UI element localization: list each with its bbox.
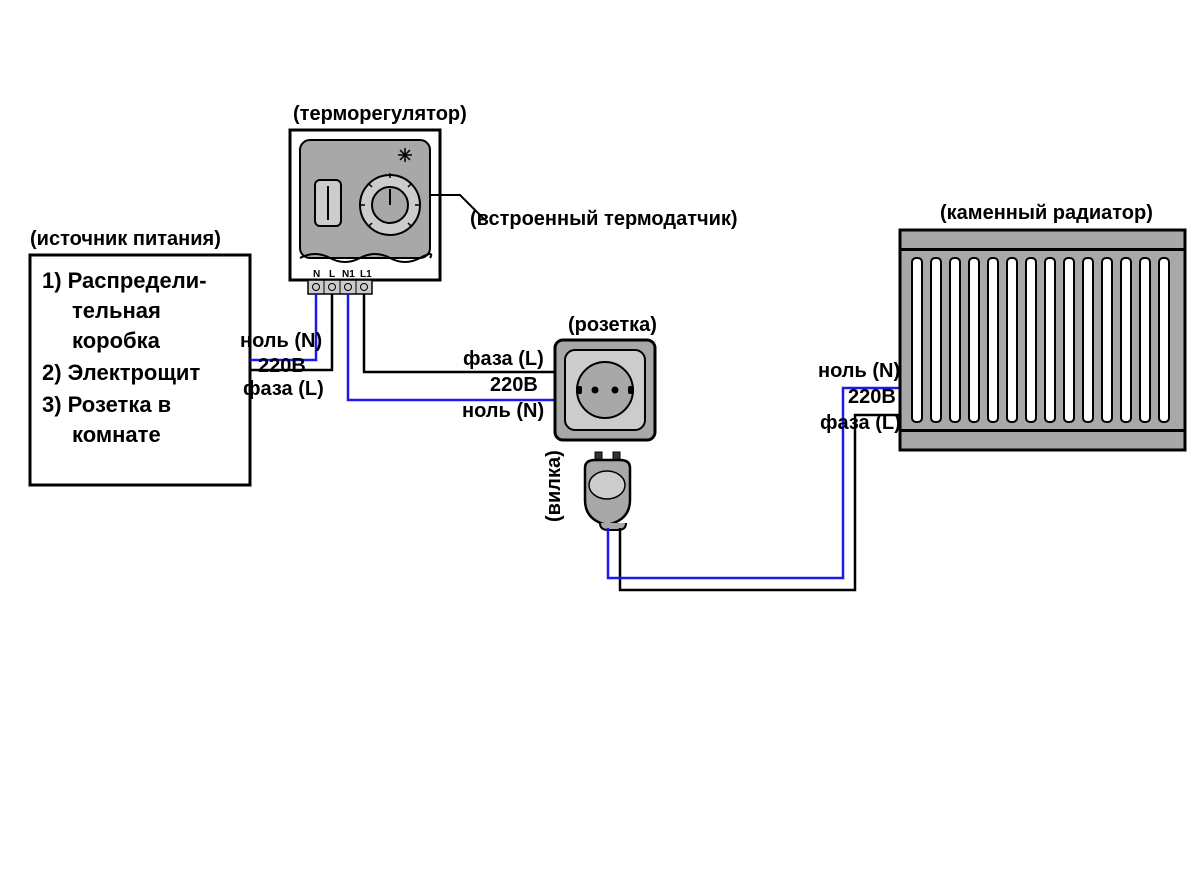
power-list-1c: коробка (72, 328, 160, 354)
wiring-diagram: N L N1 L1 (0, 0, 1200, 874)
wire3-neutral-label: ноль (N) (818, 360, 900, 383)
power-list-3a: 3) Розетка в (42, 392, 171, 418)
terminal-block (308, 280, 372, 294)
thermostat-label: (терморегулятор) (293, 103, 467, 126)
wire1-neutral-label: ноль (N) (240, 330, 322, 353)
wire3-phase-label: фаза (L) (820, 412, 901, 435)
terminal-n: N (313, 269, 320, 280)
wire1-voltage-label: 220В (258, 355, 306, 378)
power-source-label: (источник питания) (30, 228, 221, 251)
wire3-voltage-label: 220В (848, 386, 896, 409)
snowflake-icon (398, 148, 412, 162)
terminal-n1: N1 (342, 269, 355, 280)
wire2-phase-label: фаза (L) (463, 348, 544, 371)
radiator-label: (каменный радиатор) (940, 202, 1153, 225)
plug (585, 452, 630, 530)
power-list-1b: тельная (72, 298, 161, 324)
power-list-1a: 1) Распредели- (42, 268, 207, 294)
wire-plug-phase (620, 415, 900, 590)
radiator (900, 230, 1185, 450)
wire2-voltage-label: 220В (490, 374, 538, 397)
socket-label: (розетка) (568, 314, 657, 337)
terminal-l: L (329, 269, 335, 280)
plug-label: (вилка) (543, 450, 566, 522)
terminal-l1: L1 (360, 269, 372, 280)
power-list-2: 2) Электрощит (42, 360, 200, 386)
wire2-neutral-label: ноль (N) (462, 400, 544, 423)
wire1-phase-label: фаза (L) (243, 378, 324, 401)
socket (555, 340, 655, 440)
power-list-3b: комнате (72, 422, 161, 448)
sensor-label: (встроенный термодатчик) (470, 208, 738, 231)
